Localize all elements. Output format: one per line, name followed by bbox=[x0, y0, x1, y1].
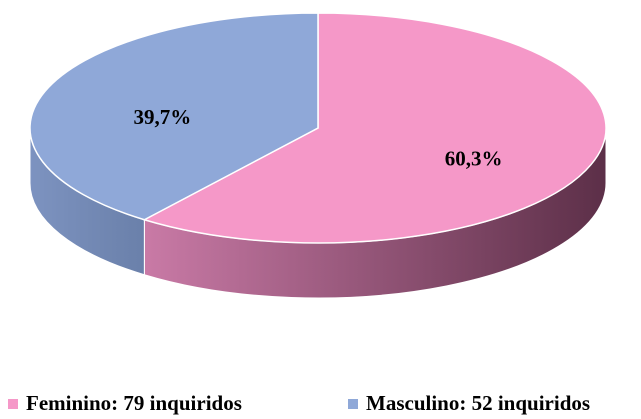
data-label: 60,3% bbox=[445, 147, 503, 171]
data-label: 39,7% bbox=[133, 105, 191, 129]
slice bbox=[29, 12, 319, 221]
legend-swatch bbox=[8, 399, 18, 409]
slice bbox=[142, 12, 607, 244]
legend-swatch bbox=[348, 399, 358, 409]
legend-label: Masculino: 52 inquiridos bbox=[366, 391, 590, 415]
legend-label: Feminino: 79 inquiridos bbox=[26, 391, 242, 415]
